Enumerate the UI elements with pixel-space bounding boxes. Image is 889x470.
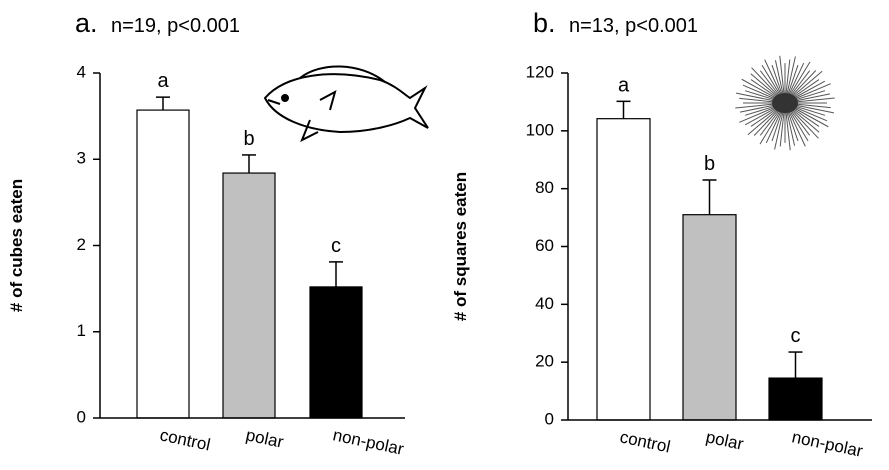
y-tick-label: 4 bbox=[77, 62, 86, 81]
y-tick-label: 3 bbox=[77, 149, 86, 168]
x-tick-label: polar bbox=[704, 427, 745, 454]
y-tick-label: 60 bbox=[535, 236, 554, 255]
x-tick-label: control bbox=[618, 427, 672, 456]
bar bbox=[136, 109, 190, 419]
y-tick-label: 100 bbox=[526, 120, 554, 139]
fish-icon bbox=[263, 65, 429, 143]
y-tick-label: 0 bbox=[77, 407, 86, 426]
chart-title: n=19, p<0.001 bbox=[111, 15, 240, 37]
urchin-body bbox=[772, 93, 798, 113]
significance-letter: c bbox=[791, 325, 801, 347]
chart-title: n=13, p<0.001 bbox=[569, 15, 698, 37]
x-tick-label: non-polar bbox=[331, 425, 406, 459]
bar bbox=[682, 214, 737, 421]
bar bbox=[309, 286, 363, 419]
y-tick-label: 1 bbox=[77, 321, 86, 340]
urchin-icon bbox=[735, 55, 835, 151]
y-tick-label: 20 bbox=[535, 352, 554, 371]
y-tick-label: 80 bbox=[535, 178, 554, 197]
x-tick-label: control bbox=[158, 425, 212, 454]
significance-letter: b bbox=[704, 153, 715, 175]
y-tick-label: 120 bbox=[526, 62, 554, 81]
y-tick-label: 40 bbox=[535, 294, 554, 313]
y-axis-label: # of squares eaten bbox=[451, 172, 470, 321]
significance-letter: a bbox=[618, 74, 630, 96]
x-tick-label: non-polar bbox=[790, 427, 865, 461]
bar bbox=[222, 172, 276, 419]
significance-letter: b bbox=[243, 128, 254, 150]
y-tick-label: 0 bbox=[545, 409, 554, 428]
panel-label: a. bbox=[75, 8, 98, 38]
significance-letter: c bbox=[331, 235, 341, 257]
y-axis-label: # of cubes eaten bbox=[7, 179, 26, 312]
x-tick-label: polar bbox=[244, 425, 285, 452]
significance-letter: a bbox=[157, 70, 169, 92]
panel-label: b. bbox=[533, 8, 556, 38]
bar bbox=[596, 118, 651, 421]
bar bbox=[768, 377, 823, 421]
y-tick-label: 2 bbox=[77, 235, 86, 254]
